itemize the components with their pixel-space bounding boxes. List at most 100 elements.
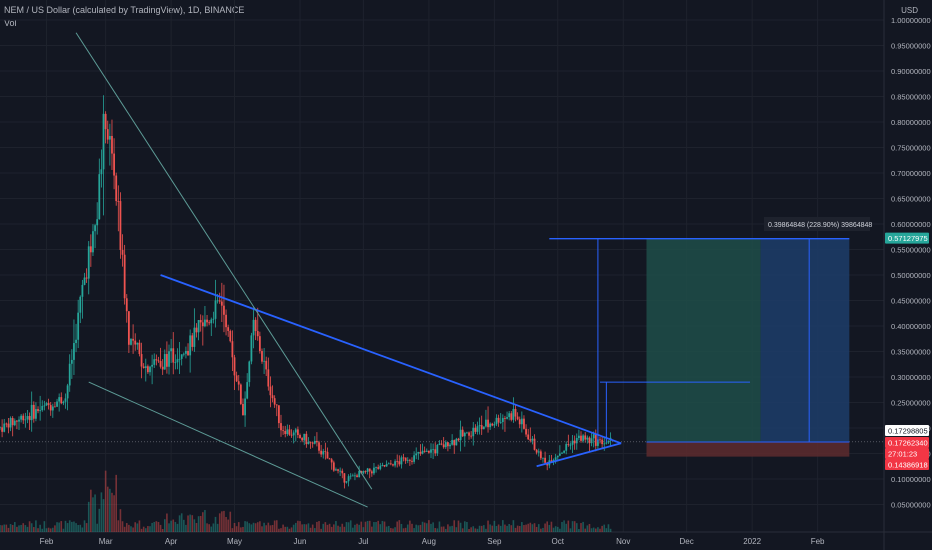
candle-body bbox=[182, 353, 185, 355]
currency-label: USD bbox=[901, 6, 918, 15]
time-tick-label: Sep bbox=[487, 537, 502, 546]
volume-bar bbox=[83, 520, 86, 532]
candle-body bbox=[461, 429, 464, 437]
volume-bar bbox=[518, 526, 521, 532]
candle-body bbox=[125, 298, 128, 312]
candle-body bbox=[286, 429, 289, 435]
candle-body bbox=[472, 427, 475, 437]
volume-bar bbox=[582, 521, 584, 532]
volume-bar bbox=[269, 525, 272, 532]
candle-body bbox=[497, 417, 500, 423]
candle-body bbox=[432, 449, 435, 451]
candle-body bbox=[577, 435, 580, 439]
volume-bar bbox=[11, 524, 14, 532]
volume-bar bbox=[400, 523, 403, 532]
candle-body bbox=[111, 135, 113, 154]
candle-body bbox=[98, 174, 101, 220]
candle-body bbox=[453, 440, 456, 446]
candle-body bbox=[284, 431, 287, 435]
volume-bar bbox=[87, 501, 90, 532]
volume-bar bbox=[142, 526, 145, 532]
candle-body bbox=[212, 318, 215, 320]
volume-bar bbox=[237, 522, 240, 532]
candle-body bbox=[108, 135, 111, 140]
price-badge-4 bbox=[885, 448, 929, 459]
candle-body bbox=[565, 444, 568, 451]
candle-body bbox=[341, 470, 344, 474]
candle-body bbox=[550, 460, 553, 462]
candle-body bbox=[73, 343, 75, 360]
volume-bar bbox=[390, 528, 392, 532]
volume-bar bbox=[415, 524, 418, 532]
candle-body bbox=[75, 339, 77, 344]
candle-body bbox=[248, 361, 251, 383]
chart-title: NEM / US Dollar (calculated by TradingVi… bbox=[4, 5, 245, 15]
volume-bar bbox=[485, 528, 487, 532]
candle-body bbox=[381, 465, 384, 466]
candle-body bbox=[239, 384, 242, 404]
candle-body bbox=[214, 300, 217, 319]
candle-body bbox=[56, 401, 58, 407]
volume-bar bbox=[52, 527, 54, 532]
volume-bar bbox=[204, 510, 206, 532]
candle-body bbox=[527, 434, 530, 440]
volume-bar bbox=[491, 525, 494, 532]
candle-body bbox=[45, 403, 48, 406]
candle-body bbox=[258, 336, 261, 352]
measure-label-box bbox=[764, 217, 870, 231]
volume-bar bbox=[170, 520, 172, 532]
candle-body bbox=[311, 442, 314, 444]
candle-body bbox=[237, 381, 240, 385]
volume-bar bbox=[379, 524, 382, 532]
volume-bar bbox=[470, 527, 472, 532]
candle-body bbox=[506, 417, 508, 419]
volume-bar bbox=[588, 523, 591, 532]
candle-body bbox=[349, 475, 352, 477]
volume-bar bbox=[487, 520, 489, 532]
volume-bar bbox=[134, 522, 137, 532]
volume-bar bbox=[345, 522, 348, 532]
volume-bar bbox=[328, 523, 331, 532]
volume-bar bbox=[307, 523, 310, 532]
volume-bar bbox=[0, 525, 1, 532]
candle-body bbox=[163, 354, 166, 370]
volume-bar bbox=[368, 520, 371, 532]
volume-bar bbox=[41, 528, 44, 532]
volume-bar bbox=[252, 522, 255, 532]
volume-bar bbox=[398, 520, 401, 532]
candle-body bbox=[430, 449, 432, 453]
candle-body bbox=[3, 423, 6, 432]
volume-bar bbox=[259, 521, 261, 532]
volume-bar bbox=[223, 510, 225, 532]
volume-bar bbox=[212, 523, 215, 532]
volume-bar bbox=[495, 526, 498, 532]
volume-bar bbox=[521, 522, 523, 532]
volume-bar bbox=[267, 522, 270, 532]
candle-body bbox=[22, 415, 25, 421]
volume-bar bbox=[250, 524, 253, 532]
volume-bar bbox=[394, 527, 396, 532]
candle-body bbox=[476, 426, 479, 432]
volume-bar bbox=[147, 526, 149, 532]
volume-bar bbox=[406, 524, 409, 532]
candle-body bbox=[520, 418, 523, 425]
candle-body bbox=[537, 451, 540, 453]
volume-bar bbox=[168, 523, 170, 532]
candle-body bbox=[366, 468, 369, 472]
volume-bar bbox=[166, 513, 168, 532]
volume-bar bbox=[601, 525, 603, 532]
price-tick-label: 0.70000000 bbox=[891, 169, 931, 178]
measure-label: 0.39864848 (228.90%) 39864848 bbox=[768, 222, 872, 229]
volume-bar bbox=[594, 528, 597, 532]
volume-bar bbox=[525, 524, 527, 532]
volume-bar bbox=[590, 528, 593, 532]
candle-body bbox=[39, 410, 42, 412]
candle-body bbox=[487, 419, 489, 428]
volume-bar bbox=[210, 526, 213, 532]
candle-body bbox=[227, 327, 230, 331]
volume-bar bbox=[256, 522, 259, 532]
volume-bar bbox=[542, 527, 544, 532]
candle-body bbox=[233, 357, 236, 376]
volume-bar bbox=[387, 525, 390, 532]
